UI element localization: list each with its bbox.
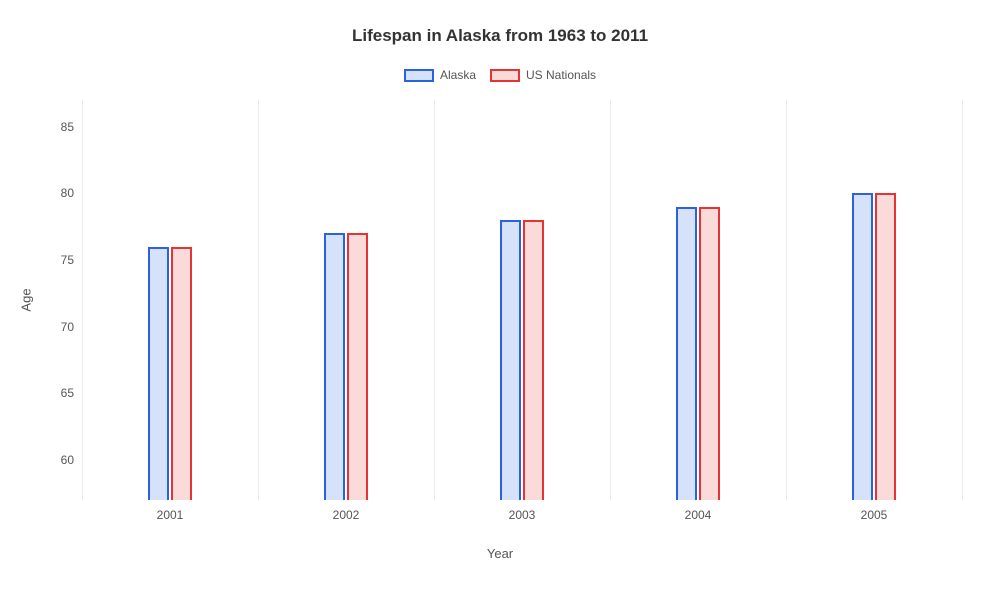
bar-us-nationals <box>523 220 544 500</box>
gridline-vertical <box>786 100 787 500</box>
y-tick-label: 75 <box>42 253 74 267</box>
bar-us-nationals <box>699 207 720 500</box>
legend: Alaska US Nationals <box>0 68 1000 82</box>
x-tick-label: 2004 <box>685 508 712 522</box>
x-axis-label: Year <box>0 546 1000 561</box>
gridline-vertical <box>962 100 963 500</box>
chart-title: Lifespan in Alaska from 1963 to 2011 <box>0 26 1000 46</box>
gridline-vertical <box>258 100 259 500</box>
x-tick-label: 2003 <box>509 508 536 522</box>
bar-alaska <box>148 247 169 500</box>
y-tick-label: 60 <box>42 453 74 467</box>
legend-label-us-nationals: US Nationals <box>526 68 596 82</box>
legend-item-us-nationals: US Nationals <box>490 68 596 82</box>
bar-us-nationals <box>875 193 896 500</box>
y-axis-label: Age <box>19 288 34 311</box>
x-tick-label: 2002 <box>333 508 360 522</box>
bar-us-nationals <box>171 247 192 500</box>
gridline-vertical <box>82 100 83 500</box>
legend-label-alaska: Alaska <box>440 68 476 82</box>
bar-alaska <box>324 233 345 500</box>
x-tick-label: 2001 <box>157 508 184 522</box>
bar-us-nationals <box>347 233 368 500</box>
x-tick-label: 2005 <box>861 508 888 522</box>
legend-swatch-us-nationals <box>490 69 520 82</box>
y-tick-label: 70 <box>42 320 74 334</box>
y-tick-label: 65 <box>42 386 74 400</box>
gridline-vertical <box>610 100 611 500</box>
y-tick-label: 80 <box>42 186 74 200</box>
y-tick-label: 85 <box>42 120 74 134</box>
bar-alaska <box>676 207 697 500</box>
legend-swatch-alaska <box>404 69 434 82</box>
plot-area: 60657075808520012002200320042005 <box>82 100 962 500</box>
legend-item-alaska: Alaska <box>404 68 476 82</box>
bar-alaska <box>500 220 521 500</box>
gridline-vertical <box>434 100 435 500</box>
bar-alaska <box>852 193 873 500</box>
